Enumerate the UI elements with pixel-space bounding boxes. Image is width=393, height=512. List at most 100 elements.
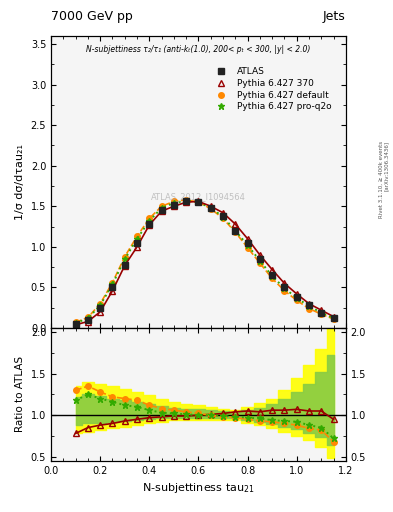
Pythia 6.427 370 (147, 222, 152, 228)
Pythia 6.427 default (110, 280, 115, 286)
ATLAS (123, 262, 127, 268)
ATLAS (233, 227, 238, 233)
Pythia 6.427 pro-q2o (319, 310, 324, 316)
Pythia 6.427 370 (257, 252, 262, 258)
ATLAS (307, 302, 311, 308)
Pythia 6.427 pro-q2o (135, 236, 140, 242)
Pythia 6.427 default (233, 229, 238, 236)
Pythia 6.427 default (208, 206, 213, 212)
Y-axis label: 1/σ dσ/dτau₂₁: 1/σ dσ/dτau₂₁ (15, 144, 25, 220)
Pythia 6.427 pro-q2o (294, 295, 299, 301)
Pythia 6.427 pro-q2o (245, 242, 250, 248)
ATLAS (319, 310, 324, 316)
Line: ATLAS: ATLAS (73, 198, 337, 327)
Pythia 6.427 default (159, 203, 164, 209)
Pythia 6.427 pro-q2o (257, 258, 262, 264)
Text: Jets: Jets (323, 10, 346, 23)
Pythia 6.427 default (123, 253, 127, 260)
ATLAS (221, 213, 226, 219)
Pythia 6.427 pro-q2o (147, 218, 152, 224)
Pythia 6.427 370 (98, 309, 103, 315)
Pythia 6.427 pro-q2o (221, 214, 226, 220)
Pythia 6.427 370 (135, 244, 140, 250)
Pythia 6.427 default (331, 316, 336, 322)
Pythia 6.427 default (73, 319, 78, 326)
Pythia 6.427 370 (270, 266, 275, 272)
Pythia 6.427 370 (282, 280, 287, 286)
Pythia 6.427 default (184, 197, 189, 203)
Pythia 6.427 370 (233, 221, 238, 227)
Pythia 6.427 default (307, 306, 311, 312)
Line: Pythia 6.427 default: Pythia 6.427 default (73, 197, 336, 325)
ATLAS (73, 321, 78, 327)
ATLAS (159, 207, 164, 214)
Pythia 6.427 pro-q2o (282, 285, 287, 291)
Pythia 6.427 pro-q2o (86, 315, 90, 322)
ATLAS (184, 198, 189, 204)
ATLAS (147, 221, 152, 227)
Pythia 6.427 370 (331, 313, 336, 319)
Text: Rivet 3.1.10, ≥ 400k events
[arXiv:1306.3436]: Rivet 3.1.10, ≥ 400k events [arXiv:1306.… (378, 141, 389, 218)
Pythia 6.427 pro-q2o (208, 205, 213, 211)
ATLAS (172, 202, 176, 208)
Pythia 6.427 pro-q2o (233, 227, 238, 233)
Pythia 6.427 default (319, 311, 324, 317)
Text: N-subjettiness τ₂/τ₁ (anti-kₜ(1.0), 200< pₜ < 300, |y| < 2.0): N-subjettiness τ₂/τ₁ (anti-kₜ(1.0), 200<… (86, 45, 310, 54)
Pythia 6.427 370 (245, 236, 250, 242)
ATLAS (245, 240, 250, 246)
Pythia 6.427 370 (307, 301, 311, 307)
Pythia 6.427 370 (294, 291, 299, 297)
Pythia 6.427 default (172, 198, 176, 204)
Pythia 6.427 370 (196, 198, 201, 204)
Pythia 6.427 370 (172, 203, 176, 209)
ATLAS (86, 317, 90, 323)
ATLAS (135, 240, 140, 246)
ATLAS (270, 272, 275, 279)
Pythia 6.427 pro-q2o (98, 302, 103, 308)
Pythia 6.427 pro-q2o (307, 303, 311, 309)
Pythia 6.427 pro-q2o (73, 320, 78, 326)
Y-axis label: Ratio to ATLAS: Ratio to ATLAS (15, 356, 25, 433)
Text: ATLAS_2012_I1094564: ATLAS_2012_I1094564 (151, 192, 246, 201)
Pythia 6.427 370 (73, 322, 78, 328)
Pythia 6.427 pro-q2o (123, 256, 127, 262)
Line: Pythia 6.427 pro-q2o: Pythia 6.427 pro-q2o (72, 197, 337, 327)
Pythia 6.427 pro-q2o (110, 281, 115, 287)
Pythia 6.427 370 (123, 263, 127, 269)
Pythia 6.427 default (282, 288, 287, 294)
Pythia 6.427 default (294, 297, 299, 304)
Pythia 6.427 default (98, 301, 103, 307)
Pythia 6.427 default (221, 216, 226, 222)
Text: 7000 GeV pp: 7000 GeV pp (51, 10, 133, 23)
ATLAS (98, 305, 103, 311)
Pythia 6.427 370 (221, 210, 226, 216)
Pythia 6.427 pro-q2o (159, 205, 164, 211)
Pythia 6.427 370 (86, 318, 90, 325)
Pythia 6.427 default (257, 260, 262, 266)
Legend: ATLAS, Pythia 6.427 370, Pythia 6.427 default, Pythia 6.427 pro-q2o: ATLAS, Pythia 6.427 370, Pythia 6.427 de… (206, 63, 336, 115)
Pythia 6.427 default (147, 216, 152, 222)
X-axis label: N-subjettiness tau$_{21}$: N-subjettiness tau$_{21}$ (142, 481, 255, 495)
Pythia 6.427 pro-q2o (196, 199, 201, 205)
Pythia 6.427 default (196, 199, 201, 205)
Pythia 6.427 default (270, 275, 275, 282)
Pythia 6.427 default (245, 245, 250, 251)
Pythia 6.427 default (135, 233, 140, 240)
ATLAS (208, 205, 213, 211)
Pythia 6.427 pro-q2o (331, 315, 336, 322)
ATLAS (331, 315, 336, 322)
Pythia 6.427 370 (110, 288, 115, 294)
Pythia 6.427 370 (208, 203, 213, 209)
ATLAS (110, 284, 115, 290)
ATLAS (294, 294, 299, 300)
Pythia 6.427 370 (159, 208, 164, 214)
ATLAS (196, 199, 201, 205)
ATLAS (282, 284, 287, 290)
Pythia 6.427 pro-q2o (270, 273, 275, 279)
Pythia 6.427 370 (184, 199, 189, 205)
Pythia 6.427 pro-q2o (172, 200, 176, 206)
Line: Pythia 6.427 370: Pythia 6.427 370 (73, 199, 336, 328)
Pythia 6.427 370 (319, 307, 324, 313)
Pythia 6.427 pro-q2o (184, 198, 189, 204)
ATLAS (257, 256, 262, 262)
